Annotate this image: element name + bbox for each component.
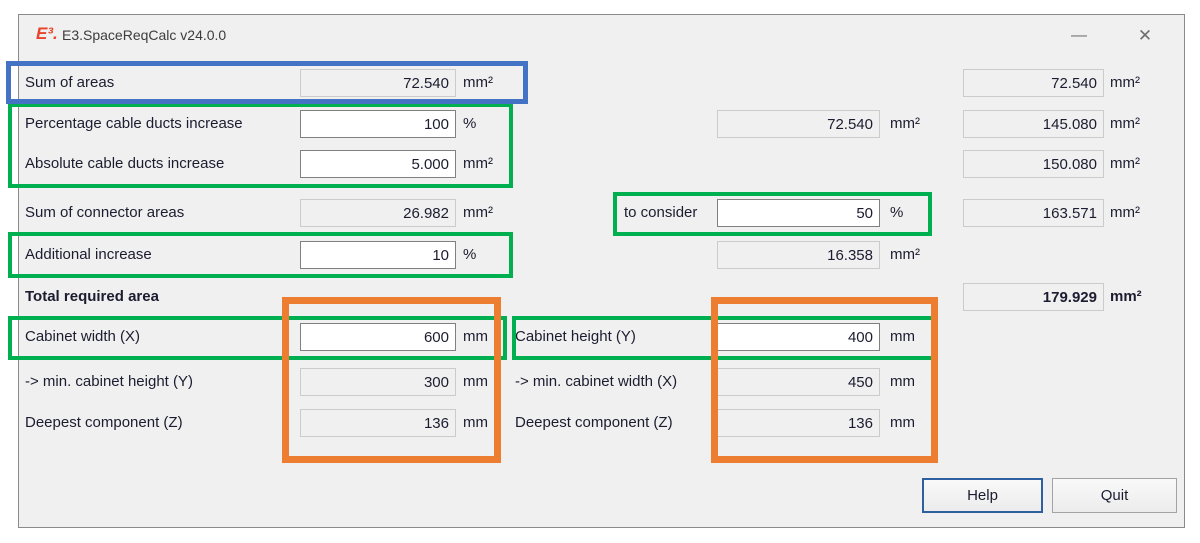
- app-logo-icon: E³.: [36, 24, 58, 43]
- deepest-component-left-label: Deepest component (Z): [25, 414, 183, 431]
- total-required-area-field: [963, 283, 1104, 311]
- result-sum-of-areas-field: [963, 69, 1104, 97]
- min-cabinet-width-field: [717, 368, 880, 396]
- additional-amount-unit: mm²: [890, 246, 920, 263]
- help-button[interactable]: Help: [922, 478, 1043, 513]
- min-cabinet-height-unit: mm: [463, 373, 488, 390]
- title-bar[interactable]: [19, 15, 1184, 59]
- quit-button[interactable]: Quit: [1052, 478, 1177, 513]
- cabinet-width-input[interactable]: [300, 323, 456, 351]
- additional-increase-input[interactable]: [300, 241, 456, 269]
- window-title: E3.SpaceReqCalc v24.0.0: [62, 27, 227, 43]
- minimize-button[interactable]: —: [1050, 15, 1108, 57]
- absolute-cable-ducts-input[interactable]: [300, 150, 456, 178]
- total-required-area-label: Total required area: [25, 288, 159, 305]
- min-cabinet-height-field: [300, 368, 456, 396]
- sum-of-areas-unit: mm²: [463, 74, 493, 91]
- sum-connector-areas-label: Sum of connector areas: [25, 204, 185, 221]
- result-after-percentage-unit: mm²: [1110, 115, 1140, 132]
- additional-amount-field: [717, 241, 880, 269]
- result-after-percentage-field: [963, 110, 1104, 138]
- percentage-cable-ducts-unit: %: [463, 115, 477, 132]
- result-after-absolute-field: [963, 150, 1104, 178]
- cabinet-width-unit: mm: [463, 328, 488, 345]
- percentage-cable-ducts-label: Percentage cable ducts increase: [25, 115, 243, 132]
- minimize-icon: —: [1071, 27, 1087, 44]
- sum-of-areas-label: Sum of areas: [25, 74, 115, 91]
- cabinet-height-input[interactable]: [717, 323, 880, 351]
- deepest-component-right-label: Deepest component (Z): [515, 414, 673, 431]
- absolute-cable-ducts-unit: mm²: [463, 155, 493, 172]
- deepest-component-left-field: [300, 409, 456, 437]
- result-after-absolute-unit: mm²: [1110, 155, 1140, 172]
- ducts-subtotal-field: [717, 110, 880, 138]
- deepest-component-right-field: [717, 409, 880, 437]
- min-cabinet-width-unit: mm: [890, 373, 915, 390]
- additional-increase-unit: %: [463, 246, 477, 263]
- close-icon: ✕: [1137, 26, 1153, 45]
- quit-button-label: Quit: [1100, 487, 1129, 504]
- to-consider-label: to consider: [624, 204, 698, 221]
- ducts-subtotal-unit: mm²: [890, 115, 920, 132]
- to-consider-input[interactable]: [717, 199, 880, 227]
- result-after-connectors-unit: mm²: [1110, 204, 1140, 221]
- total-required-area-unit: mm²: [1110, 288, 1142, 305]
- percentage-cable-ducts-input[interactable]: [300, 110, 456, 138]
- sum-of-areas-field: [300, 69, 456, 97]
- additional-increase-label: Additional increase: [25, 246, 152, 263]
- close-button[interactable]: ✕: [1116, 15, 1174, 57]
- cabinet-width-label: Cabinet width (X): [25, 328, 141, 345]
- cabinet-height-unit: mm: [890, 328, 915, 345]
- deepest-component-right-unit: mm: [890, 414, 915, 431]
- result-after-connectors-field: [963, 199, 1104, 227]
- sum-connector-areas-unit: mm²: [463, 204, 493, 221]
- min-cabinet-width-label: -> min. cabinet width (X): [515, 373, 678, 390]
- to-consider-unit: %: [890, 204, 904, 221]
- help-button-label: Help: [967, 487, 998, 504]
- cabinet-height-label: Cabinet height (Y): [515, 328, 636, 345]
- min-cabinet-height-label: -> min. cabinet height (Y): [25, 373, 193, 390]
- deepest-component-left-unit: mm: [463, 414, 488, 431]
- result-sum-of-areas-unit: mm²: [1110, 74, 1140, 91]
- absolute-cable-ducts-label: Absolute cable ducts increase: [25, 155, 225, 172]
- sum-connector-areas-field: [300, 199, 456, 227]
